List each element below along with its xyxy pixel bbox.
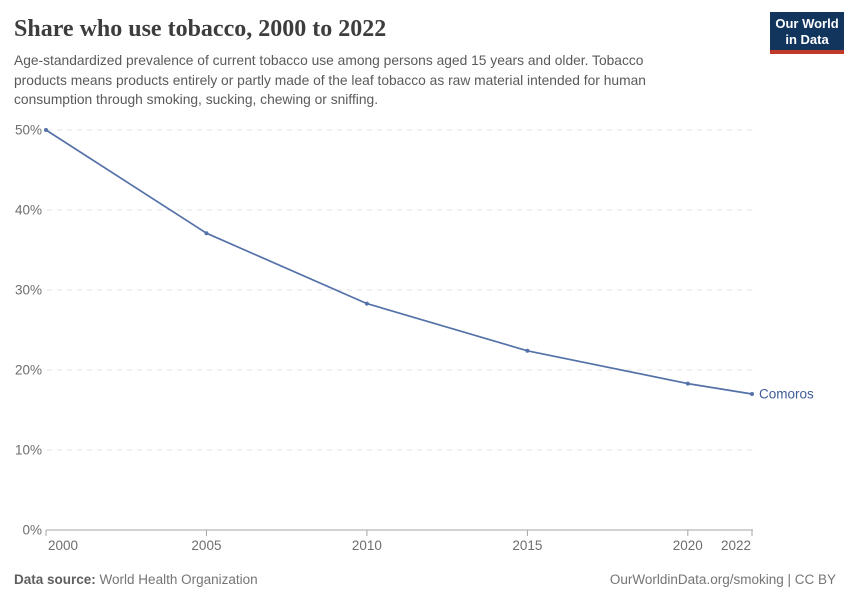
y-axis-label: 0%: [22, 523, 42, 538]
y-axis-label: 20%: [15, 363, 42, 378]
data-point[interactable]: [44, 128, 48, 132]
data-point[interactable]: [750, 392, 754, 396]
logo-line-1: Our World: [775, 16, 839, 31]
y-axis-label: 10%: [15, 443, 42, 458]
y-axis-label: 30%: [15, 283, 42, 298]
data-source: Data source: World Health Organization: [14, 572, 258, 587]
x-axis-label: 2000: [48, 538, 78, 553]
page-title: Share who use tobacco, 2000 to 2022: [14, 16, 387, 42]
chart-subtitle: Age-standardized prevalence of current t…: [14, 53, 646, 107]
data-line-comoros[interactable]: [45, 129, 753, 395]
x-axis-label: 2015: [512, 538, 542, 553]
y-axis-label: 50%: [15, 123, 42, 138]
data-point[interactable]: [364, 301, 369, 306]
data-source-value: World Health Organization: [99, 572, 258, 587]
y-axis-label: 40%: [15, 203, 42, 218]
data-point[interactable]: [525, 348, 530, 353]
logo-line-2: in Data: [785, 31, 829, 47]
data-point[interactable]: [685, 381, 690, 386]
x-axis-label: 2010: [352, 538, 382, 553]
data-source-label: Data source:: [14, 572, 96, 587]
x-axis-label: 2020: [673, 538, 703, 553]
credit-link[interactable]: OurWorldinData.org/smoking | CC BY: [609, 572, 836, 587]
chart-footer: Data source: World Health Organization O…: [14, 572, 836, 587]
entity-label[interactable]: Comoros: [759, 387, 814, 402]
x-axis-label: 2005: [191, 538, 221, 553]
data-point[interactable]: [204, 231, 209, 236]
owid-logo[interactable]: Our World in Data: [770, 12, 844, 54]
x-axis-label: 2022: [721, 538, 751, 553]
chart-header: Share who use tobacco, 2000 to 2022 Age-…: [0, 0, 850, 110]
